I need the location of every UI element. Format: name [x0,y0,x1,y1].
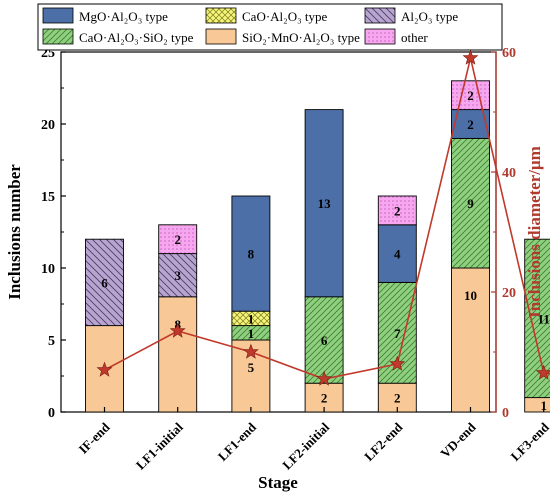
bar-label-caosio2-5: 9 [467,196,474,211]
bar-other-4 [377,195,417,226]
diameter-point-5 [462,49,479,65]
bar-label-caosio2-3: 6 [321,333,328,348]
diameter-point-2 [242,343,259,359]
y-tick-label-4: 20 [41,118,55,133]
bar-label-sio2-4: 2 [394,391,401,406]
legend-box [37,3,503,51]
legend-label-other: other [401,30,428,45]
diameter-line [104,57,550,380]
legend-swatch-mgo [42,7,74,24]
legend-label-mgo: MgO·Al₂O₃ type [79,9,168,24]
legend-label-sio2: SiO₂·MnO·Al₂O₃ type [242,30,360,45]
diameter-point-4 [389,355,406,371]
bar-mgo-3 [304,109,344,298]
bar-label-other-5: 2 [467,88,474,103]
bar-label-other-4: 2 [394,203,401,218]
legend-label-al2o3: Al₂O₃ type [401,9,458,24]
x-axis: IF-end LF1-initial LF1-end LF2-initial LF2-e… [75,407,550,473]
legend: MgO·Al₂O₃ type CaO·Al₂O₃ type Al₂O₃ type Ca… [37,3,503,51]
bars-layer [85,80,550,413]
x-axis-title: Stage [258,473,298,492]
diameter-point-6 [535,364,550,380]
bar-label-sio2-3: 2 [321,391,328,406]
bar-sio2-1 [158,296,198,413]
bar-label-sio2-2: 5 [248,360,255,375]
diameter-line-layer [96,49,550,386]
bar-other-5 [451,80,490,111]
bar-label-other-1: 2 [174,232,181,247]
y-tick-label-2: 10 [41,262,55,277]
x-tick-label-0: IF-end [75,419,113,457]
bar-al2o3-0 [85,238,124,327]
legend-swatch-sio2 [205,28,237,45]
diameter-point-1 [169,322,186,338]
bar-label-caosio2-6: 11 [538,311,550,326]
right-axis: 0 20 40 60 [491,46,516,421]
bar-mgo-4 [377,224,417,283]
y-tick-label-0: 0 [48,406,55,421]
x-tick-label-5: VD-end [437,419,479,461]
bar-caosio2-3 [304,296,344,384]
bar-label-al2o3-1: 3 [174,268,181,283]
y-tick-label-3: 15 [41,190,55,205]
bar-label-sio2-5: 10 [464,288,477,303]
bar-sio2-5 [451,267,490,413]
bar-label-mgo-2: 8 [248,247,255,262]
x-tick-label-6: LF3-end [508,419,550,464]
legend-label-cao: CaO·Al₂O₃ type [242,9,327,24]
bar-other-1 [158,224,198,255]
y-tick-label-1: 5 [48,334,55,349]
yr-tick-label-1: 20 [502,286,516,301]
bar-label-caosio2-2: 1 [248,326,255,341]
x-tick-label-3: LF2-initial [279,419,332,472]
x-tick-label-2: LF1-end [215,419,260,464]
bar-label-mgo-4: 4 [394,247,401,262]
y-axis-title: Inclusions number [5,164,24,300]
diameter-point-0 [96,361,113,377]
legend-label-caosio2: CaO·Al₂O₃·SiO₂ type [79,30,194,45]
bar-label-al2o3-0: 6 [101,275,108,290]
legend-swatch-cao [205,7,237,24]
x-tick-label-4: LF2-end [361,419,406,464]
yr-tick-label-0: 0 [502,406,509,421]
diameter-point-3 [316,370,333,386]
yr-tick-label-3: 60 [502,46,516,61]
y-axis-right-title: Inclusions diameter/μm [525,146,544,318]
bar-label-sio2-6: 1 [540,398,547,413]
bar-label-mgo-3: 13 [318,196,332,211]
bar-label-mgo-5: 2 [467,117,474,132]
legend-swatch-other [364,28,396,45]
yr-tick-label-2: 40 [502,166,516,181]
bar-mgo-2 [231,195,271,312]
bar-label-caosio2-4: 7 [394,326,401,341]
bar-label-cao-2: 1 [248,311,255,326]
legend-swatch-al2o3 [364,7,396,24]
legend-swatch-caosio2 [42,28,74,45]
x-tick-label-1: LF1-initial [133,419,186,472]
bar-caosio2-5 [451,137,490,269]
